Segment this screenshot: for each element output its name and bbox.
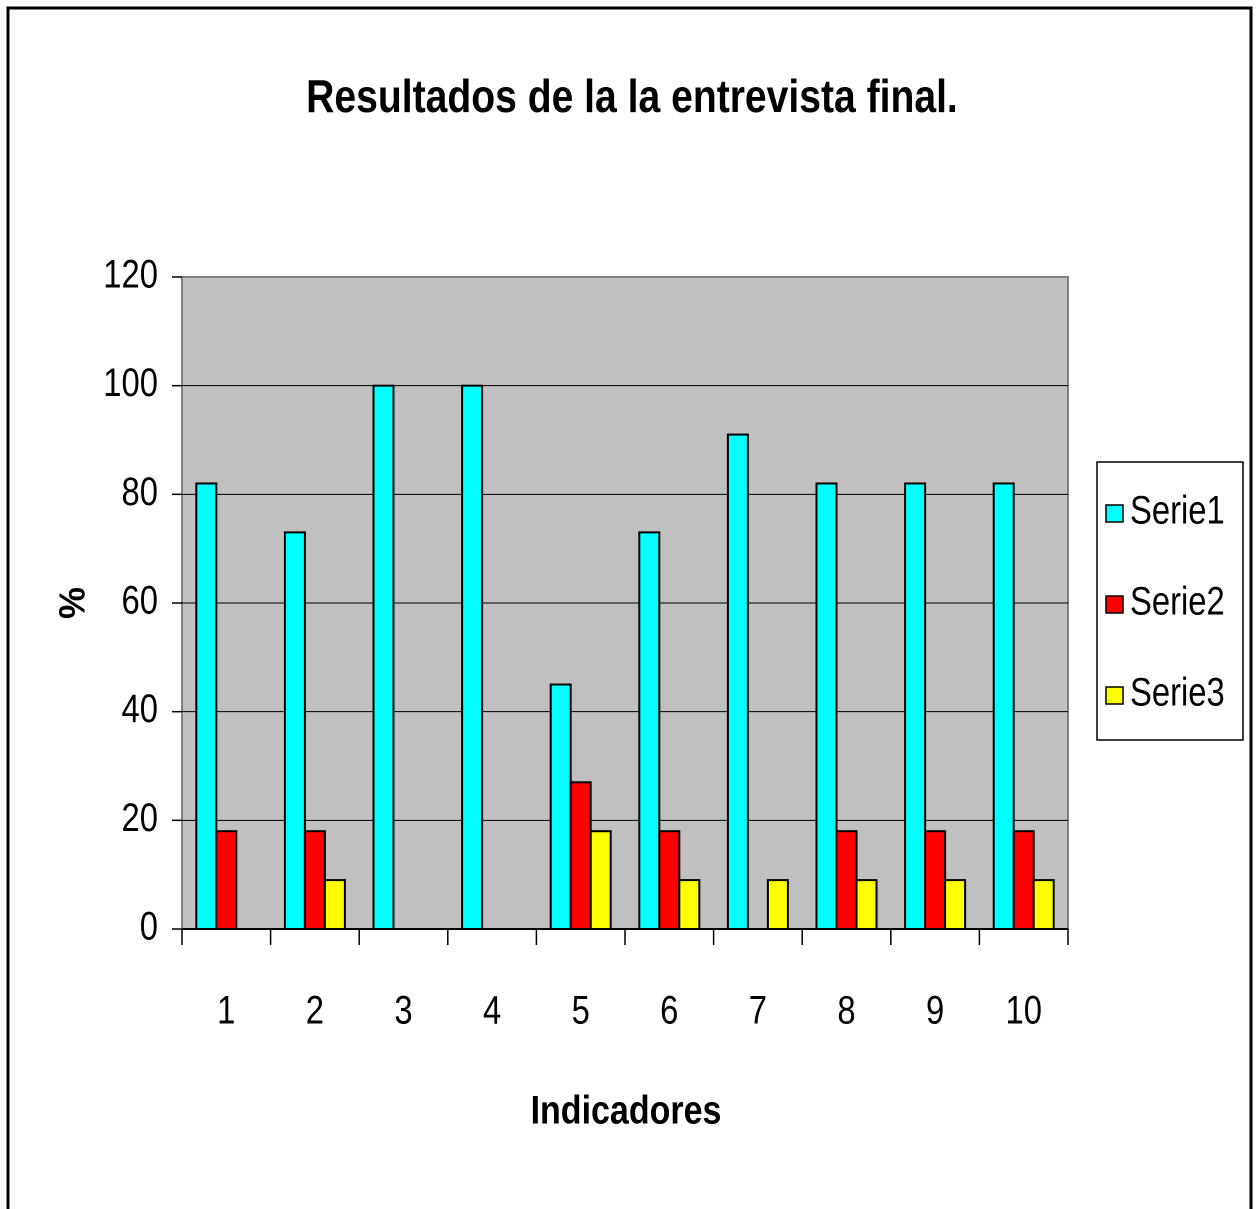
bar xyxy=(815,482,838,930)
x-tick-label: 2 xyxy=(306,987,324,1032)
x-tick-label: 3 xyxy=(394,987,412,1032)
bar xyxy=(658,830,681,931)
y-tick-label: 80 xyxy=(122,469,158,514)
legend-swatch xyxy=(1105,686,1124,705)
y-axis-label: % xyxy=(52,587,93,619)
bar xyxy=(638,531,661,930)
x-tick-label: 7 xyxy=(749,987,767,1032)
bar xyxy=(1012,830,1035,931)
bar xyxy=(195,482,218,930)
bar xyxy=(766,879,789,930)
bar xyxy=(461,384,484,930)
y-tick-label: 0 xyxy=(140,903,158,948)
x-tick-label: 8 xyxy=(837,987,855,1032)
legend-label: Serie2 xyxy=(1130,578,1225,623)
bar xyxy=(1032,879,1055,930)
x-tick-label: 6 xyxy=(660,987,678,1032)
bar xyxy=(569,781,592,930)
bar xyxy=(589,830,612,931)
x-tick-label: 9 xyxy=(926,987,944,1032)
bar xyxy=(215,830,238,931)
x-tick-label: 10 xyxy=(1005,987,1041,1032)
bar xyxy=(372,384,395,930)
y-tick-label: 60 xyxy=(122,577,158,622)
y-tick-label: 20 xyxy=(122,795,158,840)
x-tick-label: 5 xyxy=(572,987,590,1032)
x-tick-label: 4 xyxy=(483,987,501,1032)
bar xyxy=(726,433,749,930)
bar xyxy=(303,830,326,931)
bar xyxy=(944,879,967,930)
y-tick-label: 120 xyxy=(103,251,158,296)
x-axis-label: Indicadores xyxy=(531,1087,722,1132)
bar xyxy=(678,879,701,930)
bar xyxy=(904,482,927,930)
bar xyxy=(323,879,346,930)
legend-swatch xyxy=(1105,595,1124,614)
y-tick-label: 100 xyxy=(103,360,158,405)
x-tick-label: 1 xyxy=(217,987,235,1032)
bar xyxy=(283,531,306,930)
bar xyxy=(855,879,878,930)
bar xyxy=(924,830,947,931)
legend-label: Serie3 xyxy=(1130,669,1225,714)
chart-title: Resultados de la la entrevista final. xyxy=(306,71,958,123)
bar xyxy=(835,830,858,931)
legend-swatch xyxy=(1105,504,1124,523)
bar xyxy=(992,482,1015,930)
legend-label: Serie1 xyxy=(1130,487,1225,532)
bar xyxy=(549,683,572,930)
y-tick-label: 40 xyxy=(122,686,158,731)
